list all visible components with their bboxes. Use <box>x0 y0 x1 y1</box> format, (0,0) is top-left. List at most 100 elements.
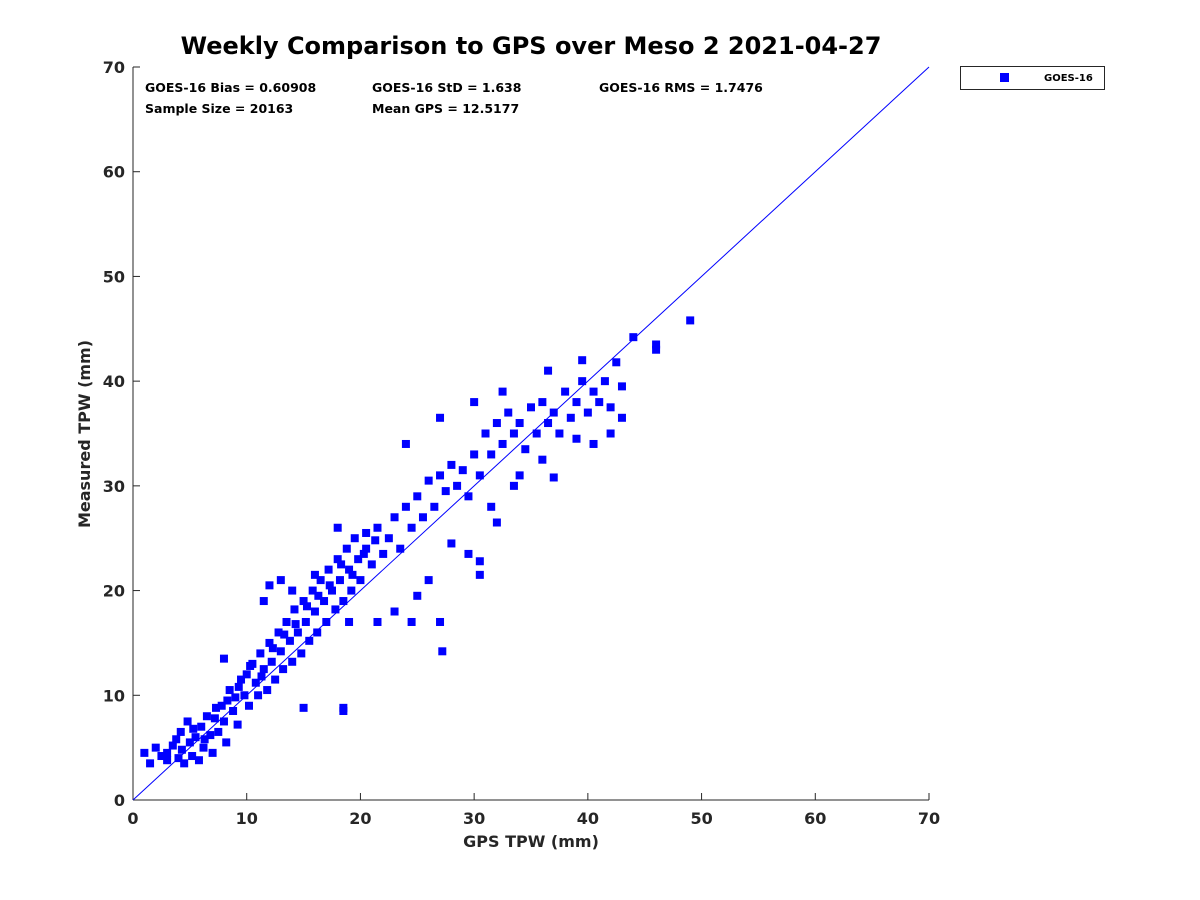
data-point <box>290 605 299 614</box>
data-point <box>464 492 473 501</box>
data-point <box>464 549 473 558</box>
data-point <box>322 617 331 626</box>
data-point <box>285 636 294 645</box>
data-point <box>629 333 638 342</box>
data-point <box>280 630 289 639</box>
data-point <box>199 743 208 752</box>
data-point <box>487 502 496 511</box>
data-point <box>223 696 232 705</box>
data-point <box>498 439 507 448</box>
data-point <box>652 340 661 349</box>
data-point <box>242 670 251 679</box>
data-point <box>177 745 186 754</box>
data-point <box>217 701 226 710</box>
data-point <box>146 759 155 768</box>
data-point <box>256 649 265 658</box>
stat-sample-size: Sample Size = 20163 <box>145 101 293 116</box>
data-point <box>373 617 382 626</box>
data-point <box>470 398 479 407</box>
data-point <box>438 647 447 656</box>
data-point <box>367 560 376 569</box>
data-point <box>475 557 484 566</box>
data-point <box>282 617 291 626</box>
data-point <box>222 738 231 747</box>
y-axis-label: Measured TPW (mm) <box>75 340 94 528</box>
data-point <box>333 523 342 532</box>
x-tick-label: 50 <box>690 809 712 828</box>
data-point <box>356 576 365 585</box>
data-point <box>339 597 348 606</box>
data-point <box>458 466 467 475</box>
data-point <box>549 473 558 482</box>
chart-title: Weekly Comparison to GPS over Meso 2 202… <box>181 32 882 60</box>
data-point <box>686 316 695 325</box>
data-point <box>549 408 558 417</box>
data-point <box>401 502 410 511</box>
data-point <box>348 570 357 579</box>
data-point <box>257 672 266 681</box>
data-point <box>447 539 456 548</box>
data-point <box>441 487 450 496</box>
data-point <box>333 555 342 564</box>
y-tick-label: 70 <box>103 58 125 77</box>
data-point <box>206 731 215 740</box>
data-point <box>345 617 354 626</box>
y-tick-label: 40 <box>103 372 125 391</box>
data-point <box>436 471 445 480</box>
data-point <box>481 429 490 438</box>
legend: GOES-16 <box>960 66 1105 90</box>
data-point <box>310 607 319 616</box>
y-tick-label: 50 <box>103 267 125 286</box>
data-point <box>335 576 344 585</box>
data-point <box>390 513 399 522</box>
data-point <box>212 703 221 712</box>
data-point <box>288 657 297 666</box>
data-point <box>470 450 479 459</box>
data-point <box>219 654 228 663</box>
data-point <box>183 717 192 726</box>
data-point <box>331 605 340 614</box>
data-point <box>538 455 547 464</box>
data-point <box>390 607 399 616</box>
data-point <box>229 706 238 715</box>
data-point <box>314 591 323 600</box>
data-point <box>328 586 336 595</box>
data-point <box>276 647 285 656</box>
data-point <box>308 586 317 595</box>
data-point <box>617 413 626 422</box>
data-point <box>189 724 198 733</box>
data-point <box>297 649 306 658</box>
data-point <box>418 513 427 522</box>
data-point <box>572 434 581 443</box>
data-point <box>475 471 484 480</box>
data-point <box>371 536 380 545</box>
x-axis-label: GPS TPW (mm) <box>463 832 599 851</box>
plot-axes <box>132 67 929 801</box>
data-point <box>325 581 334 590</box>
data-point <box>436 413 445 422</box>
data-point <box>291 620 300 629</box>
data-point <box>316 576 325 585</box>
x-tick-label: 20 <box>349 809 371 828</box>
data-point <box>589 439 598 448</box>
data-point <box>200 735 209 744</box>
data-point <box>172 735 181 744</box>
data-point <box>265 581 274 590</box>
data-point <box>589 387 598 396</box>
data-point <box>271 675 280 684</box>
data-point <box>210 714 219 723</box>
data-point <box>324 565 333 574</box>
data-points <box>140 316 695 768</box>
y-tick-label: 60 <box>103 163 125 182</box>
data-point <box>268 644 277 653</box>
data-point <box>430 502 439 511</box>
data-point <box>515 471 524 480</box>
data-point <box>487 450 496 459</box>
data-point <box>214 727 223 736</box>
data-point <box>521 445 530 454</box>
data-point <box>251 678 260 687</box>
legend-label: GOES-16 <box>1044 73 1093 84</box>
data-point <box>267 657 276 666</box>
data-point <box>555 429 564 438</box>
data-point <box>176 727 185 736</box>
